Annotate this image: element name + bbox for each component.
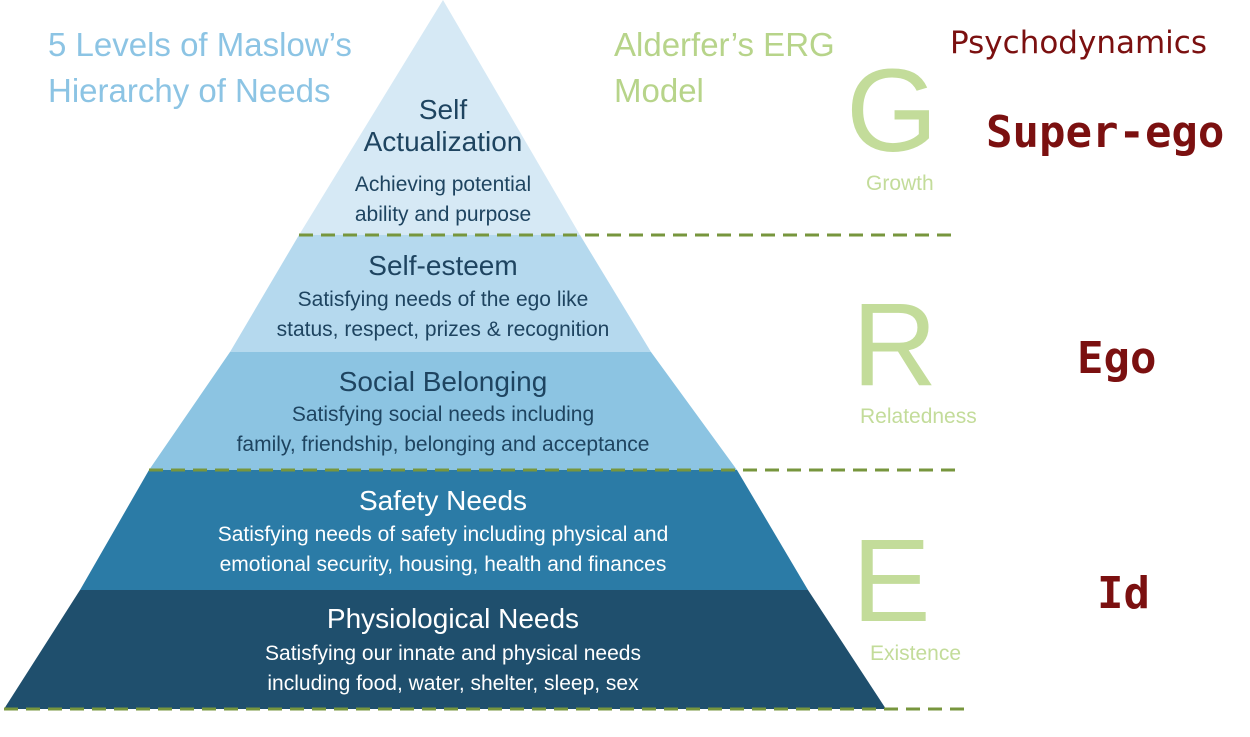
alderfer-heading-line2: Model [614,72,704,109]
maslow-heading-line2: Hierarchy of Needs [48,72,331,109]
tier-social-belonging-desc: Satisfying social needs including family… [163,400,723,460]
tier-safety-needs-desc-line1: Satisfying needs of safety including phy… [217,523,669,546]
tier-self-actualization-desc-line1: Achieving potential [354,173,532,196]
tier-physiological-needs-title: Physiological Needs [326,603,580,634]
tier-self-actualization-title-line1: Self [418,94,468,125]
tier-self-actualization-desc-line2: ability and purpose [354,203,532,226]
erg-existence-word: Existence [870,642,962,665]
tier-safety-needs-desc: Satisfying needs of safety including phy… [133,520,753,580]
tier-self-actualization-desc: Achieving potential ability and purpose [293,170,593,230]
erg-existence-letter: E [852,515,931,647]
erg-growth-word: Growth [866,172,934,195]
tier-safety-needs-title: Safety Needs [358,485,528,516]
alderfer-heading: Alderfer’s ERG Model [614,22,835,114]
alderfer-heading-line1: Alderfer’s ERG [614,26,835,63]
psycho-id: Id [1097,568,1150,619]
tier-self-actualization-title-line2: Actualization [363,126,523,157]
tier-physiological-needs-desc-line1: Satisfying our innate and physical needs [265,642,641,665]
psycho-ego: Ego [1077,333,1157,384]
psycho-super-ego: Super-ego [986,107,1225,158]
erg-growth-letter: G [846,45,938,177]
tier-physiological-needs-shape [4,590,886,709]
tier-social-belonging-desc-line1: Satisfying social needs including [291,403,595,426]
tier-self-esteem-desc-line1: Satisfying needs of the ego like [297,288,589,311]
tier-safety-needs-desc-line2: emotional security, housing, health and … [219,553,667,576]
tier-social-belonging-title: Social Belonging [338,366,548,397]
maslow-heading-line1: 5 Levels of Maslow’s [48,26,352,63]
erg-relatedness-letter: R [852,279,938,411]
psychodynamics-heading: Psychodynamics [950,25,1207,61]
erg-relatedness-word: Relatedness [860,405,977,428]
tier-self-esteem-title: Self-esteem [368,250,518,281]
tier-physiological-needs-desc-line2: including food, water, shelter, sleep, s… [267,672,639,695]
tier-safety-needs-shape [80,470,808,590]
tier-self-actualization-shape [299,0,580,235]
tier-self-esteem-desc-line2: status, respect, prizes & recognition [276,318,610,341]
maslow-heading: 5 Levels of Maslow’s Hierarchy of Needs [48,22,352,114]
tier-self-esteem-shape [230,235,651,352]
tier-social-belonging-shape [149,352,737,470]
tier-physiological-needs-desc: Satisfying our innate and physical needs… [163,639,743,699]
tier-self-actualization-title: Self Actualization [293,94,593,158]
tier-self-esteem-desc: Satisfying needs of the ego like status,… [213,285,673,345]
tier-social-belonging-desc-line2: family, friendship, belonging and accept… [236,433,650,456]
